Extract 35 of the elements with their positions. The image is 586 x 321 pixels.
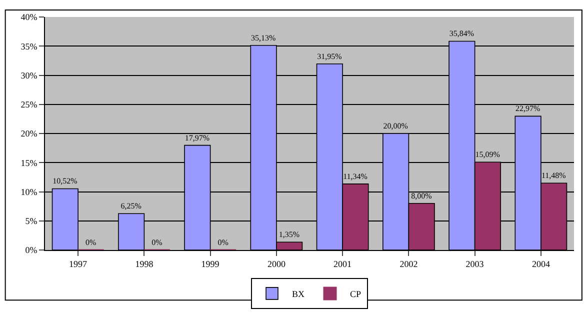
y-tick-label: 10%	[20, 186, 38, 197]
data-label: 35,84%	[449, 29, 474, 38]
data-label: 11,34%	[343, 172, 368, 181]
y-tick-label: 30%	[20, 70, 38, 80]
legend-label: CP	[350, 288, 362, 299]
data-label: 0%	[218, 238, 229, 247]
data-label: 8,00%	[411, 191, 432, 200]
x-tick-label: 2004	[532, 258, 550, 269]
x-tick-label: 2001	[334, 258, 352, 269]
data-label: 10,52%	[52, 176, 78, 186]
x-tick-label: 2000	[267, 258, 286, 269]
data-label: 0%	[85, 238, 96, 247]
y-tick-label: 40%	[20, 12, 38, 22]
y-tick-label: 5%	[25, 216, 38, 226]
data-label: 1,35%	[278, 230, 300, 240]
y-tick-label: 15%	[20, 158, 38, 168]
x-tick-label: 1997	[69, 258, 88, 269]
data-label: 15,09%	[475, 150, 500, 160]
y-tick-label: 0%	[25, 245, 38, 256]
y-tick-label: 20%	[20, 128, 38, 139]
y-tick-label: 25%	[20, 100, 38, 110]
x-tick-label: 2002	[400, 258, 418, 269]
data-label: 31,95%	[317, 52, 342, 61]
data-label: 0%	[152, 238, 163, 247]
x-tick-label: 1998	[135, 258, 154, 269]
data-label: 20,00%	[383, 122, 408, 130]
data-label: 35,13%	[251, 33, 276, 42]
data-label: 6,25%	[120, 202, 142, 211]
data-label: 22,97%	[516, 104, 541, 114]
legend-label: BX	[292, 288, 306, 299]
x-tick-label: 1999	[201, 258, 220, 269]
data-label: 17,97%	[184, 133, 210, 142]
x-tick-label: 2003	[466, 258, 484, 269]
y-tick-label: 35%	[20, 41, 38, 52]
data-label: 11,48%	[541, 171, 566, 180]
